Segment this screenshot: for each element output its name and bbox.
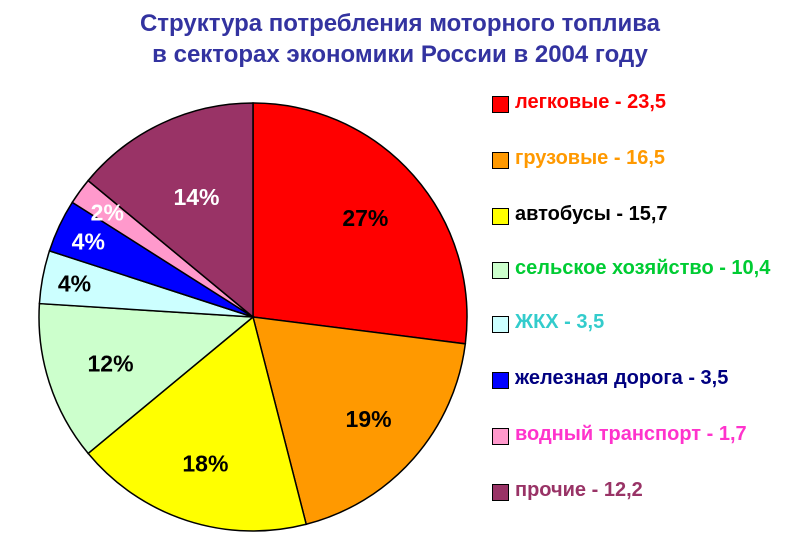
legend-label: сельское хозяйство - 10,4 [515,257,771,279]
slice-percent-label: 4% [72,228,105,254]
slice-percent-label: 12% [88,350,134,376]
legend-swatch [492,428,509,445]
slice-percent-label: 18% [182,451,228,477]
pie-slice [251,316,467,526]
pie-slice [87,315,308,532]
pie-chart: 27%19%18%12%4%4%2%14% [38,102,468,532]
legend-label: автобусы - 15,7 [515,203,668,225]
pie-slice [87,102,254,319]
slice-percent-label: 14% [173,184,219,210]
chart-title-line-2: в секторах экономики России в 2004 году [152,41,648,68]
slice-percent-label: 27% [342,205,388,231]
legend-label: легковые - 23,5 [515,91,667,113]
legend-label: железная дорога - 3,5 [515,367,729,389]
chart-title-line-1: Структура потребления моторного топлива [139,10,661,37]
legend-swatch [492,152,509,169]
legend-swatch [492,96,509,113]
slice-percent-label: 2% [91,200,124,226]
legend-label: грузовые - 16,5 [515,147,665,169]
legend-label: прочие - 12,2 [515,479,643,501]
slice-percent-label: 4% [58,271,91,297]
legend-swatch [492,262,509,279]
legend-swatch [492,484,509,501]
legend-label: водный транспорт - 1,7 [515,423,747,445]
legend-swatch [492,316,509,333]
pie-slice [252,102,468,345]
slice-percent-label: 19% [346,406,392,432]
legend-swatch [492,372,509,389]
legend-swatch [492,208,509,225]
pie-slice [38,302,255,455]
chart-title: Структура потребления моторного топлива … [0,8,800,70]
legend-label: ЖКХ - 3,5 [515,311,605,333]
